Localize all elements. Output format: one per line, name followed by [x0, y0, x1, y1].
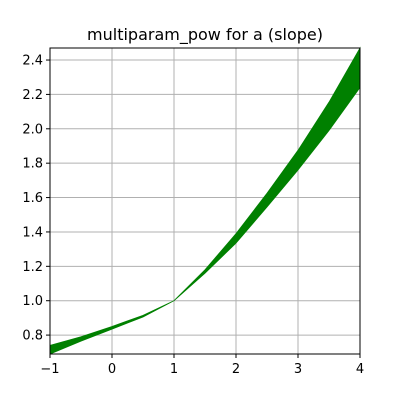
- y-tick-label: 2.0: [22, 122, 43, 137]
- axes-layer: [49, 47, 361, 355]
- y-tick-label: 0.8: [22, 329, 43, 344]
- y-tick-label: 2.4: [22, 54, 43, 69]
- grid-layer: [49, 48, 361, 354]
- x-tick-label: 1: [170, 362, 178, 377]
- x-tick-label: 0: [108, 362, 116, 377]
- x-tick-label: −1: [40, 362, 59, 377]
- x-tick-label: 3: [294, 362, 302, 377]
- x-tick-label: 2: [232, 362, 240, 377]
- y-tick-label: 2.2: [22, 88, 43, 103]
- plot-area: [50, 48, 360, 354]
- ticks-layer: −1 0 1 2 3 4 0.8 1.0 1.2 1.4 1.6 1.8 2.0 2.2 2.4: [22, 54, 364, 377]
- y-tick-label: 1.4: [22, 225, 43, 240]
- y-tick-label: 1.2: [22, 260, 43, 275]
- axes-frame: [49, 47, 361, 355]
- y-tick-label: 1.8: [22, 157, 43, 172]
- x-tick-label: 4: [356, 362, 364, 377]
- y-tick-label: 1.6: [22, 191, 43, 206]
- chart-title: multiparam_pow for a (slope): [87, 25, 323, 45]
- y-tick-label: 1.0: [22, 294, 43, 309]
